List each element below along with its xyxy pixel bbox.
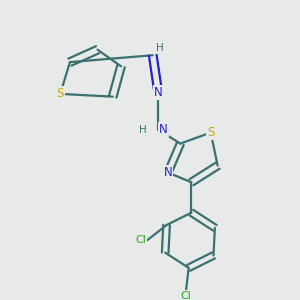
Text: H: H [156, 43, 164, 53]
Text: S: S [207, 126, 214, 139]
Text: H: H [139, 125, 147, 135]
Text: N: N [164, 166, 172, 179]
Text: S: S [57, 87, 64, 101]
Text: Cl: Cl [135, 235, 146, 245]
Text: N: N [154, 86, 163, 99]
Text: N: N [159, 123, 168, 136]
Text: Cl: Cl [181, 291, 191, 300]
